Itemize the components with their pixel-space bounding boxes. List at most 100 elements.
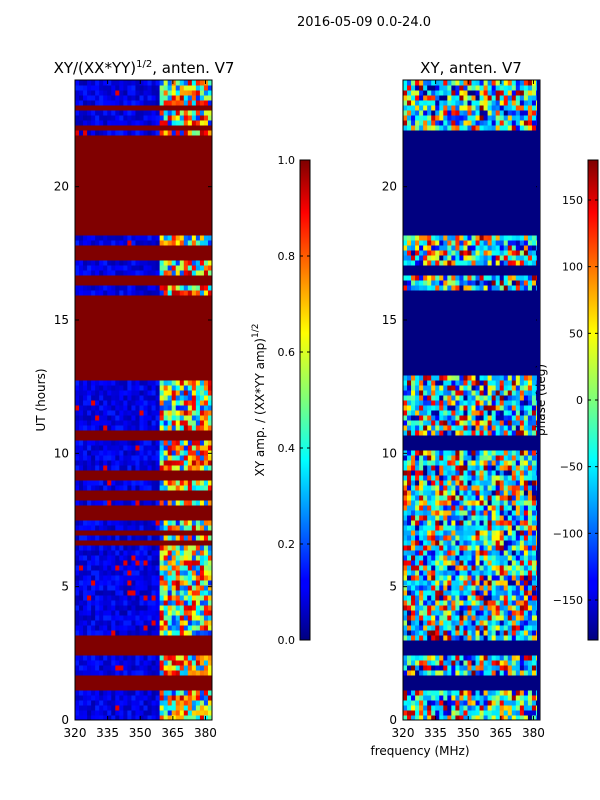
left-heatmap-cell	[131, 385, 136, 391]
right-heatmap-cell	[499, 585, 505, 591]
right-heatmap-cell	[411, 655, 416, 661]
right-heatmap-cell	[455, 700, 460, 706]
right-heatmap-cell	[519, 385, 525, 391]
left-heatmap-cell	[203, 600, 209, 606]
left-heatmap-cell	[195, 110, 201, 116]
right-heatmap-cell	[471, 500, 477, 506]
right-heatmap-cell	[427, 280, 432, 286]
left-heatmap-cell	[191, 410, 197, 416]
right-heatmap-cell	[479, 665, 485, 671]
right-heatmap-cell	[491, 400, 497, 406]
right-heatmap-cell	[511, 535, 517, 541]
x-tick-label: 320	[64, 726, 87, 740]
right-heatmap-cell	[403, 405, 408, 411]
left-heatmap-cell	[123, 95, 128, 101]
right-heatmap-cell	[487, 500, 493, 506]
left-heatmap-cell	[75, 185, 212, 191]
left-heatmap-cell	[91, 605, 96, 611]
left-heatmap-cell	[119, 625, 124, 631]
left-heatmap-cell	[183, 660, 189, 666]
right-heatmap-cell	[495, 275, 501, 281]
left-heatmap-cell	[171, 425, 177, 431]
right-heatmap-cell	[479, 600, 485, 606]
left-heatmap-cell	[191, 520, 197, 526]
right-heatmap-cell	[487, 595, 493, 601]
right-heatmap-cell	[471, 510, 477, 516]
right-heatmap-cell	[507, 410, 513, 416]
left-heatmap-cell	[155, 110, 161, 116]
right-heatmap-cell	[495, 475, 501, 481]
right-heatmap-cell	[467, 515, 472, 521]
right-heatmap-cell	[511, 595, 517, 601]
right-heatmap-cell	[451, 545, 456, 551]
right-heatmap-cell	[419, 575, 424, 581]
right-heatmap-cell	[403, 175, 540, 181]
right-heatmap-cell	[455, 525, 460, 531]
right-heatmap-cell	[451, 505, 456, 511]
right-heatmap-cell	[403, 580, 408, 586]
left-heatmap-cell	[155, 560, 161, 566]
left-heatmap-cell	[107, 290, 112, 296]
left-heatmap-cell	[147, 550, 153, 556]
left-heatmap-cell	[91, 655, 96, 661]
right-heatmap-cell	[407, 705, 412, 711]
right-heatmap-cell	[495, 285, 501, 291]
right-heatmap-cell	[495, 455, 501, 461]
left-heatmap-cell	[147, 600, 153, 606]
right-heatmap-cell	[435, 665, 440, 671]
left-heatmap-cell	[131, 480, 136, 486]
right-heatmap-cell	[527, 660, 533, 666]
left-heatmap-cell	[171, 630, 177, 636]
right-heatmap-cell	[411, 110, 416, 116]
left-heatmap-cell	[151, 440, 157, 446]
left-colorbar-gradient	[299, 159, 311, 641]
left-heatmap-cell	[203, 445, 209, 451]
right-heatmap-cell	[467, 420, 472, 426]
right-heatmap-cell	[455, 515, 460, 521]
right-heatmap-cell	[423, 460, 428, 466]
right-heatmap-cell	[443, 580, 448, 586]
right-heatmap-cell	[459, 630, 464, 636]
right-heatmap-cell	[455, 105, 460, 111]
right-heatmap-cell	[411, 670, 416, 676]
right-heatmap-cell	[483, 600, 489, 606]
left-heatmap-cell	[95, 480, 100, 486]
left-heatmap-cell	[175, 265, 181, 271]
right-heatmap-cell	[527, 605, 533, 611]
right-heatmap-cell	[423, 400, 428, 406]
left-heatmap-cell	[95, 270, 100, 276]
right-heatmap-cell	[419, 710, 424, 716]
right-heatmap-cell	[423, 545, 428, 551]
right-heatmap-cell	[427, 260, 432, 266]
right-heatmap-cell	[503, 450, 509, 456]
right-heatmap-cell	[427, 380, 432, 386]
left-heatmap-cell	[107, 465, 112, 471]
left-heatmap-cell	[115, 585, 120, 591]
left-heatmap-cell	[111, 590, 116, 596]
left-heatmap-cell	[155, 555, 161, 561]
left-heatmap-cell	[207, 235, 212, 241]
left-heatmap-cell	[87, 620, 92, 626]
left-heatmap-cell	[95, 410, 100, 416]
right-heatmap-cell	[523, 495, 529, 501]
y-tick-label: 15	[54, 313, 69, 327]
right-heatmap-cell	[451, 590, 456, 596]
left-heatmap-cell	[199, 705, 205, 711]
left-heatmap-cell	[91, 560, 96, 566]
right-heatmap-cell	[471, 610, 477, 616]
left-heatmap-cell	[143, 500, 149, 506]
right-heatmap-cell	[491, 595, 497, 601]
left-heatmap-cell	[167, 700, 173, 706]
right-heatmap-cell	[523, 245, 529, 251]
right-heatmap-cell	[451, 385, 456, 391]
right-heatmap-cell	[523, 235, 529, 241]
left-heatmap-cell	[175, 290, 181, 296]
left-heatmap-cell	[143, 450, 149, 456]
left-heatmap-cell	[115, 480, 120, 486]
left-heatmap-cell	[83, 120, 88, 126]
right-heatmap-cell	[495, 665, 501, 671]
right-heatmap-cell	[407, 255, 412, 261]
left-heatmap-cell	[87, 120, 92, 126]
right-heatmap-cell	[443, 285, 448, 291]
